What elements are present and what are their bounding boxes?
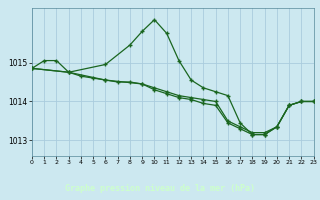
Text: Graphe pression niveau de la mer (hPa): Graphe pression niveau de la mer (hPa) (65, 184, 255, 193)
